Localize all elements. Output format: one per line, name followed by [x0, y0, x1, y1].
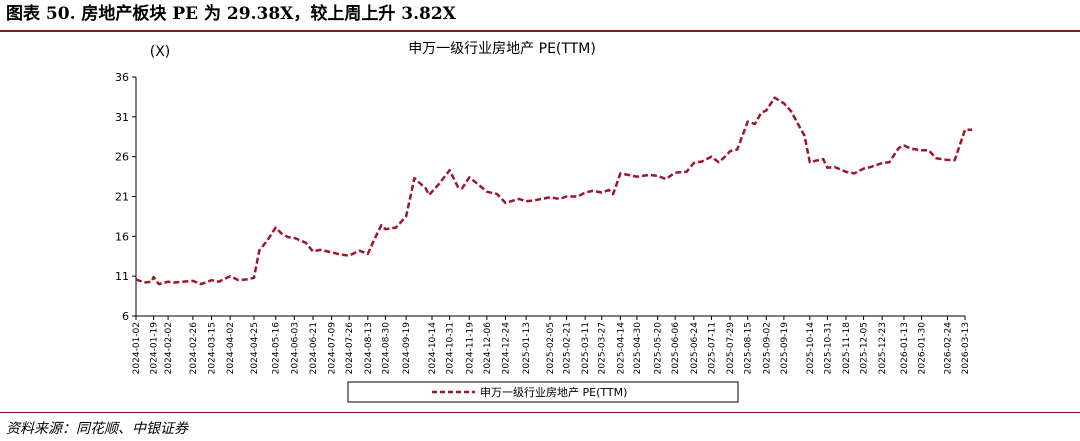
x-tick-label: 2026-01-30	[918, 322, 928, 375]
x-tick-label: 2025-07-29	[726, 322, 736, 375]
x-tick-label: 2025-03-11	[581, 322, 591, 374]
x-tick-label: 2024-03-15	[208, 322, 218, 374]
x-tick-label: 2025-06-06	[671, 322, 681, 375]
x-tick-label: 2024-04-02	[226, 322, 236, 374]
x-tick-label: 2025-10-14	[806, 322, 816, 375]
x-tick-label: 2024-02-02	[164, 322, 174, 374]
x-tick-label: 2025-05-20	[654, 322, 664, 375]
legend-label: 申万一级行业房地产 PE(TTM)	[480, 385, 627, 399]
x-tick-label: 2025-09-02	[762, 322, 772, 374]
x-tick-label: 2025-08-15	[744, 322, 754, 374]
x-tick-label: 2025-10-31	[823, 322, 833, 374]
series-line	[135, 96, 973, 286]
x-tick-label: 2024-12-06	[483, 322, 493, 375]
x-tick-label: 2024-06-03	[290, 322, 300, 374]
x-tick-label: 2026-01-13	[900, 322, 910, 374]
y-tick-label: 26	[115, 151, 129, 164]
figure-title: 图表 50. 房地产板块 PE 为 29.38X，较上周上升 3.82X	[6, 4, 456, 24]
title-rule	[0, 30, 1080, 32]
x-tick-label: 2024-07-26	[345, 322, 355, 375]
x-tick-label: 2025-04-14	[616, 322, 626, 375]
x-tick-label: 2024-06-21	[309, 322, 319, 374]
x-tick-label: 2024-08-30	[381, 322, 391, 375]
chart-title: 申万一级行业房地产 PE(TTM)	[408, 41, 596, 57]
y-tick-label: 21	[115, 191, 129, 204]
x-tick-label: 2025-02-05	[546, 322, 556, 374]
axes: 6 11 16 21 26 31 36 2024-01-02 2024-01-19 2024-02…	[115, 71, 971, 374]
x-tick-label: 2024-10-14	[428, 322, 438, 375]
x-tick-label: 2024-04-25	[250, 322, 260, 374]
x-tick-label: 2025-09-19	[780, 322, 790, 375]
source-note: 资料来源：同花顺、中银证券	[6, 421, 188, 437]
x-tick-label: 2024-02-26	[189, 322, 199, 375]
x-tick-label: 2025-01-13	[522, 322, 532, 374]
x-tick-label: 2026-02-24	[943, 322, 953, 375]
x-tick-label: 2024-01-19	[150, 322, 160, 375]
x-tick-label: 2025-07-11	[707, 322, 717, 374]
x-tick-label: 2025-02-21	[563, 322, 573, 374]
x-tick-label: 2025-12-05	[860, 322, 870, 374]
y-tick-label: 16	[115, 230, 129, 243]
x-tick-label: 2024-05-16	[272, 322, 282, 375]
x-tick-label: 2025-03-27	[598, 322, 608, 374]
source-rule	[0, 412, 1080, 413]
x-tick-label: 2024-07-09	[328, 322, 338, 375]
x-tick-label: 2025-06-24	[690, 322, 700, 375]
y-tick-label: 31	[115, 111, 129, 124]
x-tick-label: 2024-12-24	[501, 322, 511, 375]
x-tick-label: 2024-01-02	[132, 322, 142, 374]
y-axis-unit-label: (X)	[150, 44, 171, 60]
x-tick-label: 2024-08-13	[364, 322, 374, 374]
legend: 申万一级行业房地产 PE(TTM)	[347, 381, 739, 403]
x-tick-label: 2026-03-13	[961, 322, 971, 374]
x-tick-label: 2024-09-19	[402, 322, 412, 375]
y-tick-label: 36	[115, 71, 129, 84]
y-tick-label: 11	[115, 270, 129, 283]
plot-area	[135, 96, 973, 286]
x-tick-label: 2025-04-30	[633, 322, 643, 375]
legend-box	[347, 381, 739, 403]
x-tick-label: 2025-12-23	[878, 322, 888, 374]
x-tick-label: 2024-10-31	[446, 322, 456, 374]
y-tick-label: 6	[122, 310, 129, 323]
x-tick-label: 2024-11-19	[465, 322, 475, 375]
pe-line-chart: 申万一级行业房地产 PE(TTM) (X) 6 11 16 21 26 31 36 2024-…	[115, 41, 973, 403]
x-tick-label: 2025-11-18	[842, 322, 852, 375]
